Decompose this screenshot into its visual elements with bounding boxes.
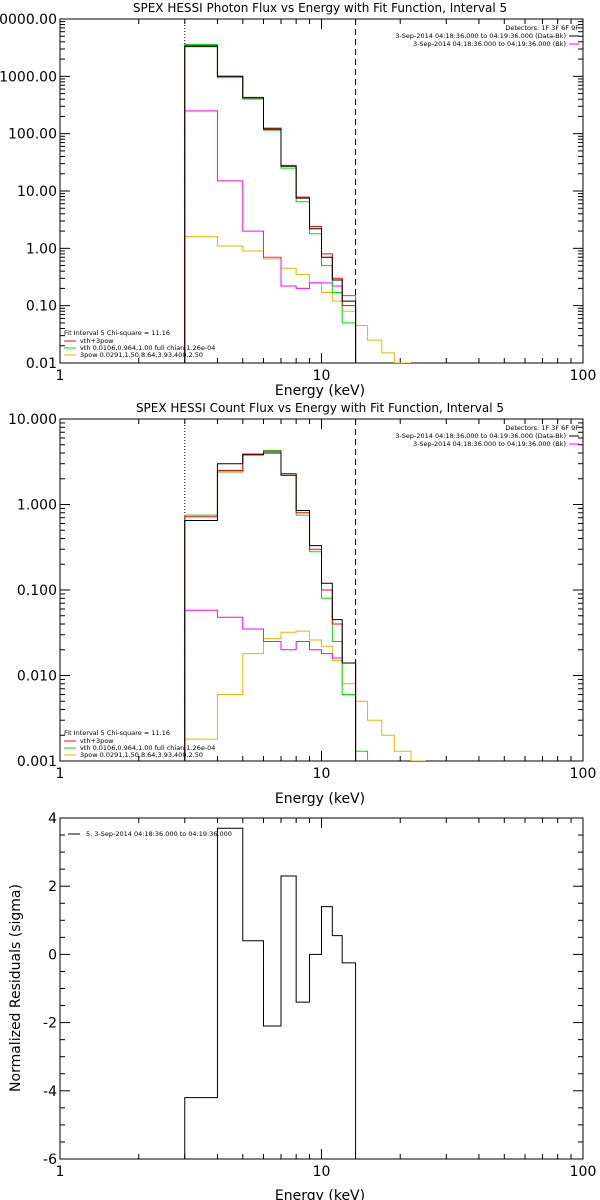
- plot-frame: [59, 18, 584, 364]
- series-data-bk: [184, 452, 357, 761]
- legend-detectors: Detectors: 1F 3F 6F 9F: [505, 424, 579, 432]
- legend-bk: 3-Sep-2014 04:18:36.000 to 04:19:36.000 …: [413, 40, 566, 48]
- series-4: [184, 236, 412, 363]
- legend-fit-vth: vth 0.0106,0.964,1.00 full chian,1.26e-0…: [80, 744, 215, 752]
- series-3pow: [184, 609, 357, 761]
- legend-fit-3pow: 3pow 0.0291,1.50,8.64,3.93,400,2.50: [80, 751, 203, 759]
- legend-data-bk: 3-Sep-2014 04:18:36.000 to 04:19:36.000 …: [395, 432, 566, 440]
- y-tick-label: 4: [48, 811, 57, 827]
- y-tick-label: 0.01: [26, 356, 57, 372]
- legend-fit-vth-3pow: vth+3pow: [80, 337, 114, 345]
- chart-title: SPEX HESSI Count Flux vs Energy with Fit…: [136, 401, 504, 415]
- y-tick-label: 0.10: [26, 299, 57, 315]
- y-tick-label: 10.00: [17, 184, 57, 200]
- x-tick-label: 100: [570, 368, 597, 384]
- series-3pow: [184, 110, 357, 363]
- series-data-bk: [184, 46, 357, 363]
- x-tick-label: 100: [570, 1164, 597, 1180]
- panel-count-flux: SPEX HESSI Count Flux vs Energy with Fit…: [8, 401, 596, 807]
- x-tick-label: 10: [313, 1164, 331, 1180]
- y-tick-label: -6: [43, 1152, 57, 1168]
- x-axis-label: Energy (keV): [275, 383, 365, 399]
- legend-fit-vth-3pow: vth+3pow: [80, 737, 114, 745]
- legend-interval: 5, 3-Sep-2014 04:18:36.000 to 04:19:36.0…: [86, 830, 232, 838]
- legend-fit-3pow: 3pow 0.0291,1.50,8.64,3.93,400,2.50: [80, 351, 203, 359]
- legend-data-bk: 3-Sep-2014 04:18:36.000 to 04:19:36.000 …: [395, 32, 566, 40]
- legend-bk: 3-Sep-2014 04:18:36.000 to 04:19:36.000 …: [413, 440, 566, 448]
- series-vth-3pow: [184, 450, 357, 761]
- y-tick-label: 2: [48, 879, 57, 895]
- x-tick-label: 100: [570, 766, 597, 782]
- legend-fit-header: Fit Interval 5 Chi-square = 11.16: [64, 729, 170, 737]
- series-vth-3pow: [184, 44, 357, 363]
- legend-fit-vth: vth 0.0106,0.964,1.00 full chian,1.26e-0…: [80, 344, 215, 352]
- x-axis-label: Energy (keV): [275, 791, 365, 807]
- legend-fit-header: Fit Interval 5 Chi-square = 11.16: [64, 329, 170, 337]
- legend-detectors: Detectors: 1F 3F 6F 9F: [505, 24, 579, 32]
- x-tick-label: 1: [56, 766, 65, 782]
- y-tick-label: 100.00: [8, 127, 57, 143]
- x-axis-label: Energy (keV): [275, 1188, 365, 1200]
- y-tick-label: 0.100: [17, 583, 57, 599]
- series-vth: [184, 449, 369, 761]
- y-tick-label: 0.010: [17, 669, 57, 685]
- series-4: [184, 630, 426, 761]
- panel-residuals: 1 10 100 -6 -4 -2 0 2 4 Energy (keV) Normalized …: [8, 811, 596, 1200]
- y-axis-label: Normalized Residuals (sigma): [8, 884, 24, 1092]
- series-vth: [184, 43, 357, 363]
- y-tick-label: -2: [43, 1016, 57, 1032]
- y-tick-label: 0.001: [17, 754, 57, 770]
- y-tick-label: 0: [48, 947, 57, 963]
- x-tick-label: 10: [313, 368, 331, 384]
- plot-frame: [59, 817, 584, 1160]
- x-tick-label: 10: [313, 766, 331, 782]
- y-tick-label: 1000.00: [0, 69, 57, 85]
- y-tick-label: 1.00: [26, 241, 57, 257]
- chart-title: SPEX HESSI Photon Flux vs Energy with Fi…: [133, 1, 507, 15]
- panel-photon-flux: SPEX HESSI Photon Flux vs Energy with Fi…: [0, 1, 596, 399]
- x-tick-label: 1: [56, 1164, 65, 1180]
- y-tick-label: -4: [43, 1084, 57, 1100]
- y-tick-label: 10000.00: [0, 12, 57, 28]
- series-0: [184, 827, 357, 1159]
- y-tick-label: 10.000: [8, 412, 57, 428]
- y-tick-label: 1.000: [17, 498, 57, 514]
- x-tick-label: 1: [56, 368, 65, 384]
